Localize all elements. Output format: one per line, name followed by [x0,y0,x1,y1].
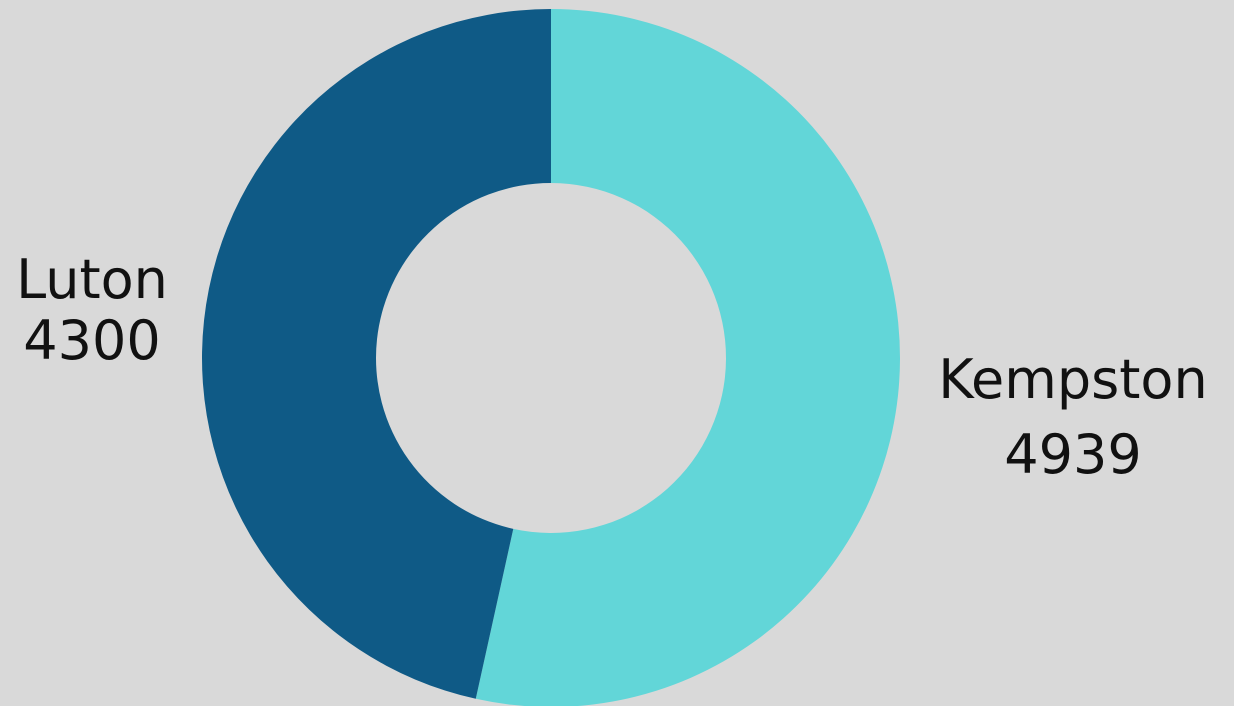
slice-luton [202,9,551,699]
slice-kempston [475,9,900,706]
slice-label-luton-value: 4300 [23,309,160,372]
slice-label-kempston-value: 4939 [1004,423,1141,486]
slice-label-luton-name: Luton [16,248,168,311]
slice-label-kempston-name: Kempston [938,348,1207,411]
donut-slices [202,9,900,706]
